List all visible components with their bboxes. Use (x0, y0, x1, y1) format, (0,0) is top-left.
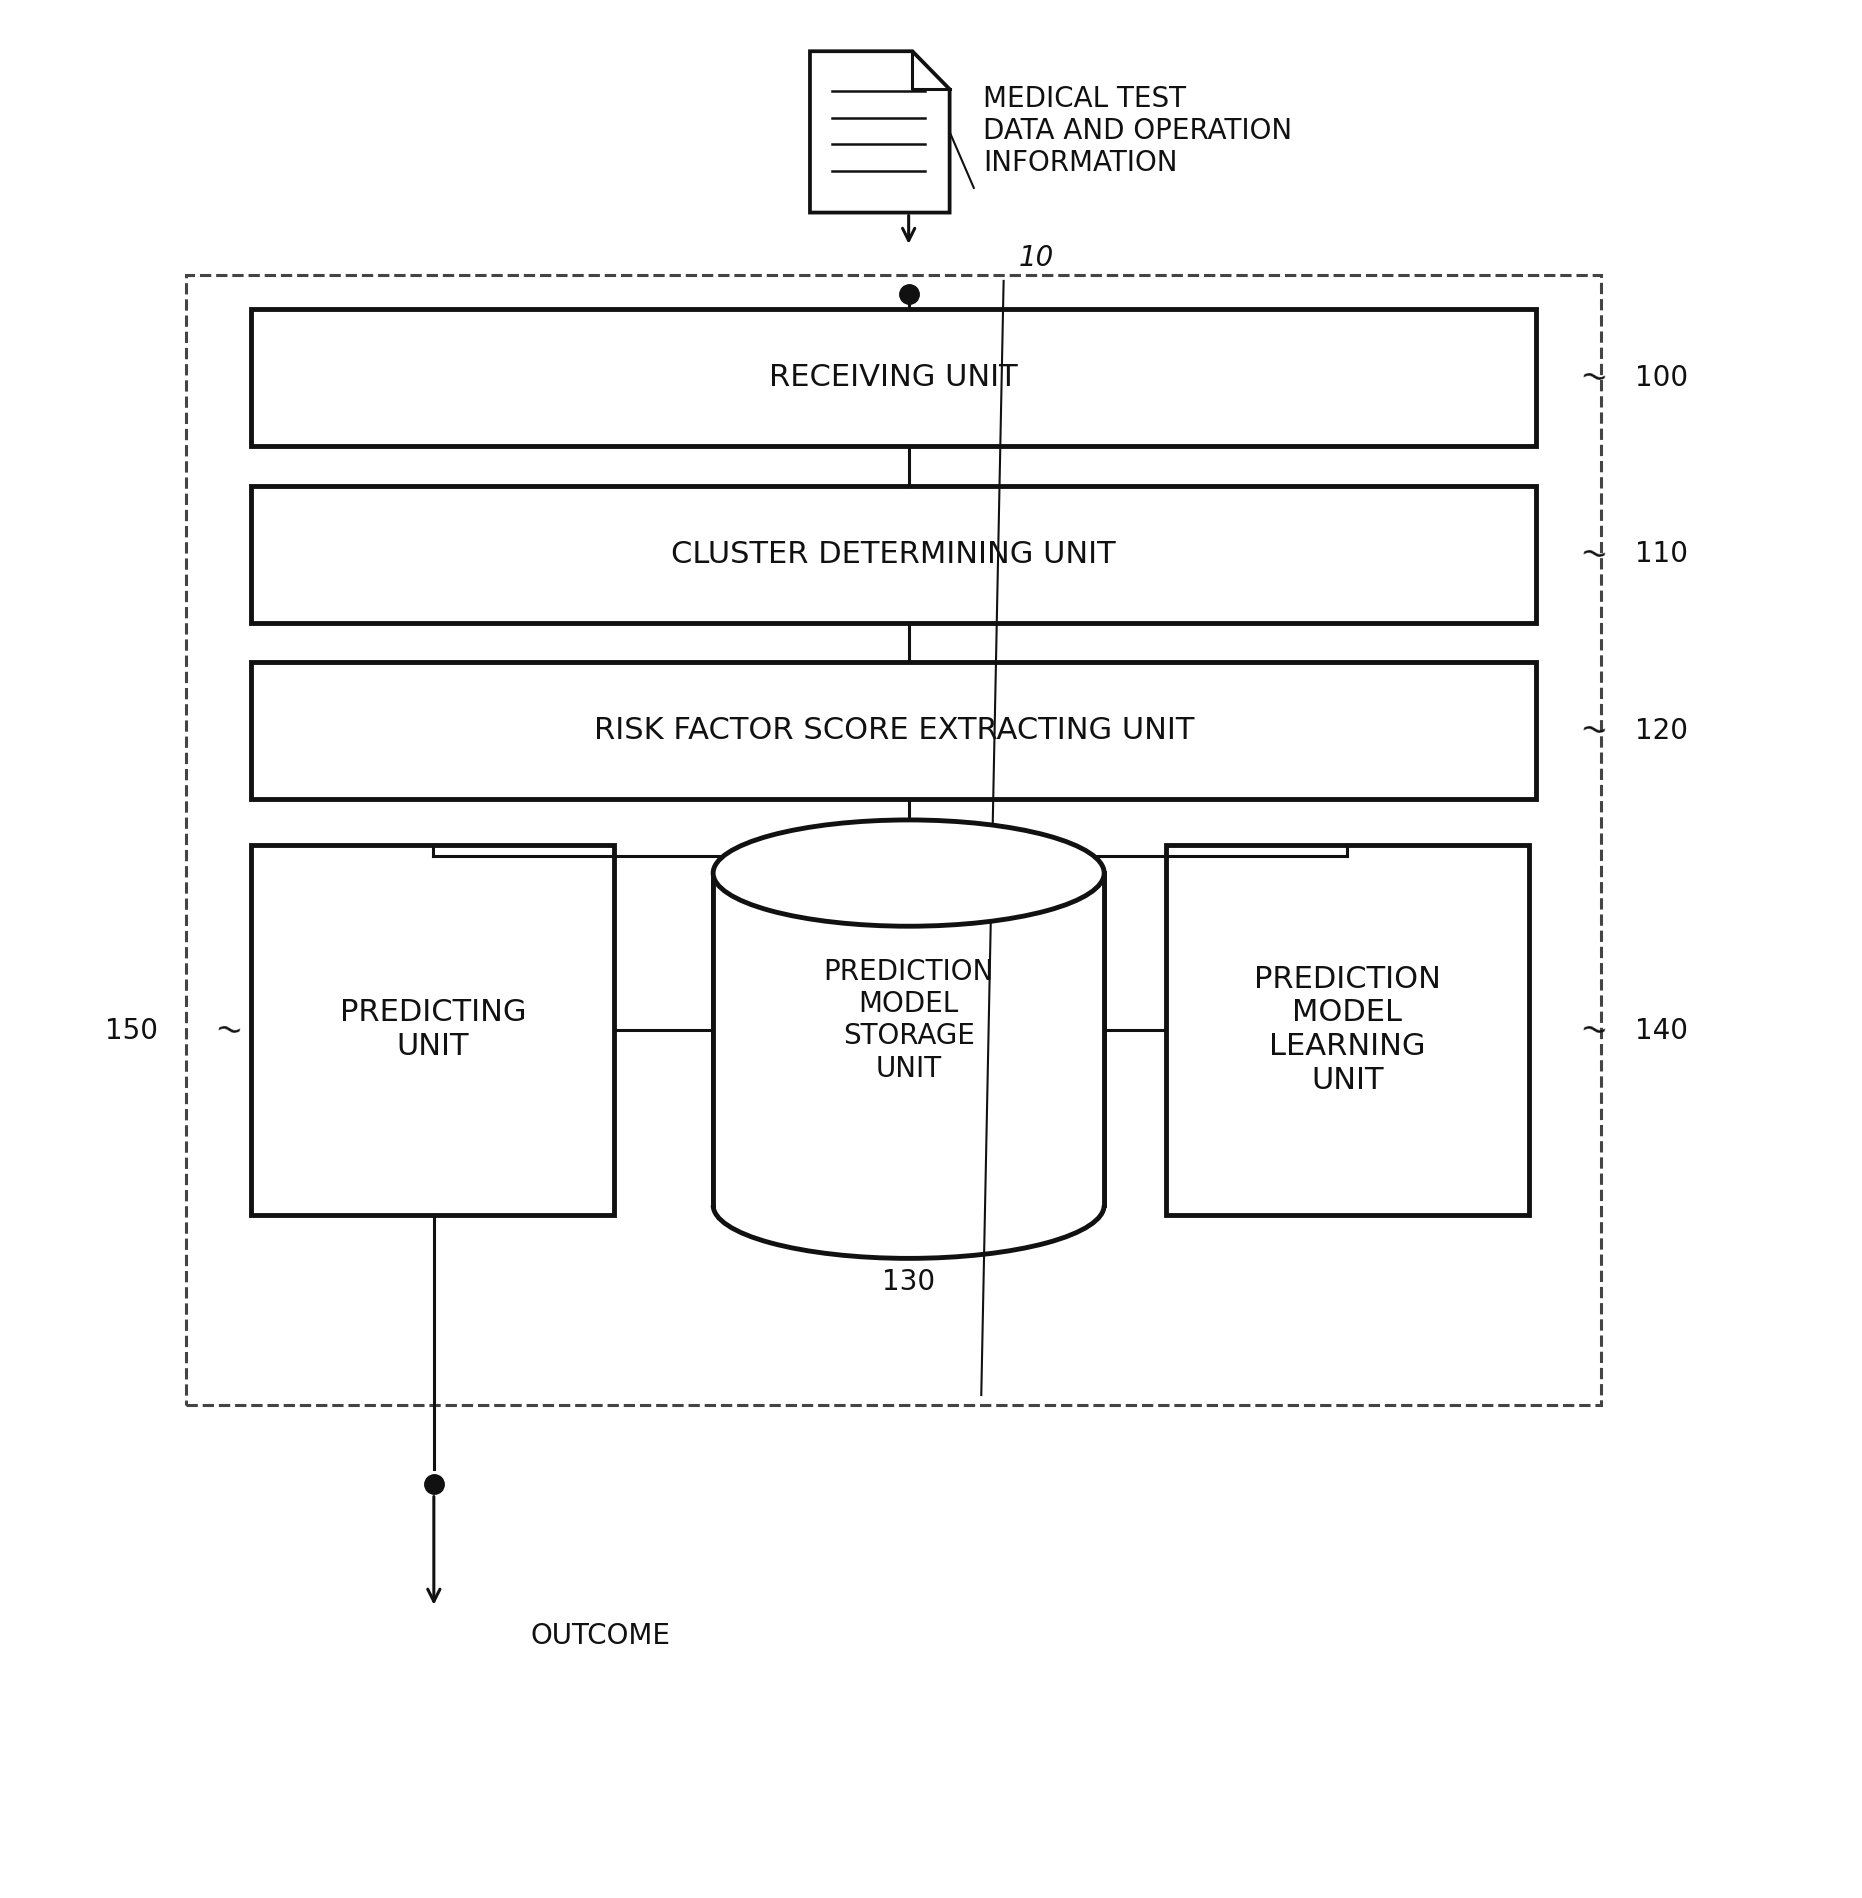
FancyBboxPatch shape (713, 873, 1104, 1205)
Text: 100: 100 (1635, 364, 1689, 391)
Text: RECEIVING UNIT: RECEIVING UNIT (769, 363, 1019, 393)
FancyBboxPatch shape (1166, 845, 1529, 1215)
Polygon shape (810, 51, 950, 213)
Text: 150: 150 (106, 1017, 158, 1044)
Text: PREDICTING
UNIT: PREDICTING UNIT (339, 998, 527, 1061)
Text: 130: 130 (883, 1268, 935, 1296)
Text: ~: ~ (1577, 1012, 1611, 1050)
Text: RISK FACTOR SCORE EXTRACTING UNIT: RISK FACTOR SCORE EXTRACTING UNIT (594, 716, 1194, 746)
FancyBboxPatch shape (251, 309, 1536, 446)
Text: 110: 110 (1635, 541, 1687, 568)
Text: CLUSTER DETERMINING UNIT: CLUSTER DETERMINING UNIT (672, 539, 1115, 569)
Text: 10: 10 (1019, 245, 1054, 271)
Ellipse shape (713, 820, 1104, 926)
Text: MEDICAL TEST
DATA AND OPERATION
INFORMATION: MEDICAL TEST DATA AND OPERATION INFORMAT… (983, 85, 1292, 177)
Text: ~: ~ (1577, 359, 1611, 397)
Text: 120: 120 (1635, 717, 1687, 744)
Text: ~: ~ (1577, 712, 1611, 750)
Text: 140: 140 (1635, 1017, 1687, 1044)
FancyBboxPatch shape (251, 845, 614, 1215)
Text: ~: ~ (1577, 535, 1611, 573)
Text: ~: ~ (212, 1012, 246, 1050)
FancyBboxPatch shape (251, 486, 1536, 623)
Text: PREDICTION
MODEL
LEARNING
UNIT: PREDICTION MODEL LEARNING UNIT (1253, 964, 1441, 1095)
Text: PREDICTION
MODEL
STORAGE
UNIT: PREDICTION MODEL STORAGE UNIT (823, 958, 994, 1082)
FancyBboxPatch shape (186, 275, 1601, 1405)
FancyBboxPatch shape (251, 662, 1536, 799)
Text: OUTCOME: OUTCOME (531, 1623, 670, 1649)
